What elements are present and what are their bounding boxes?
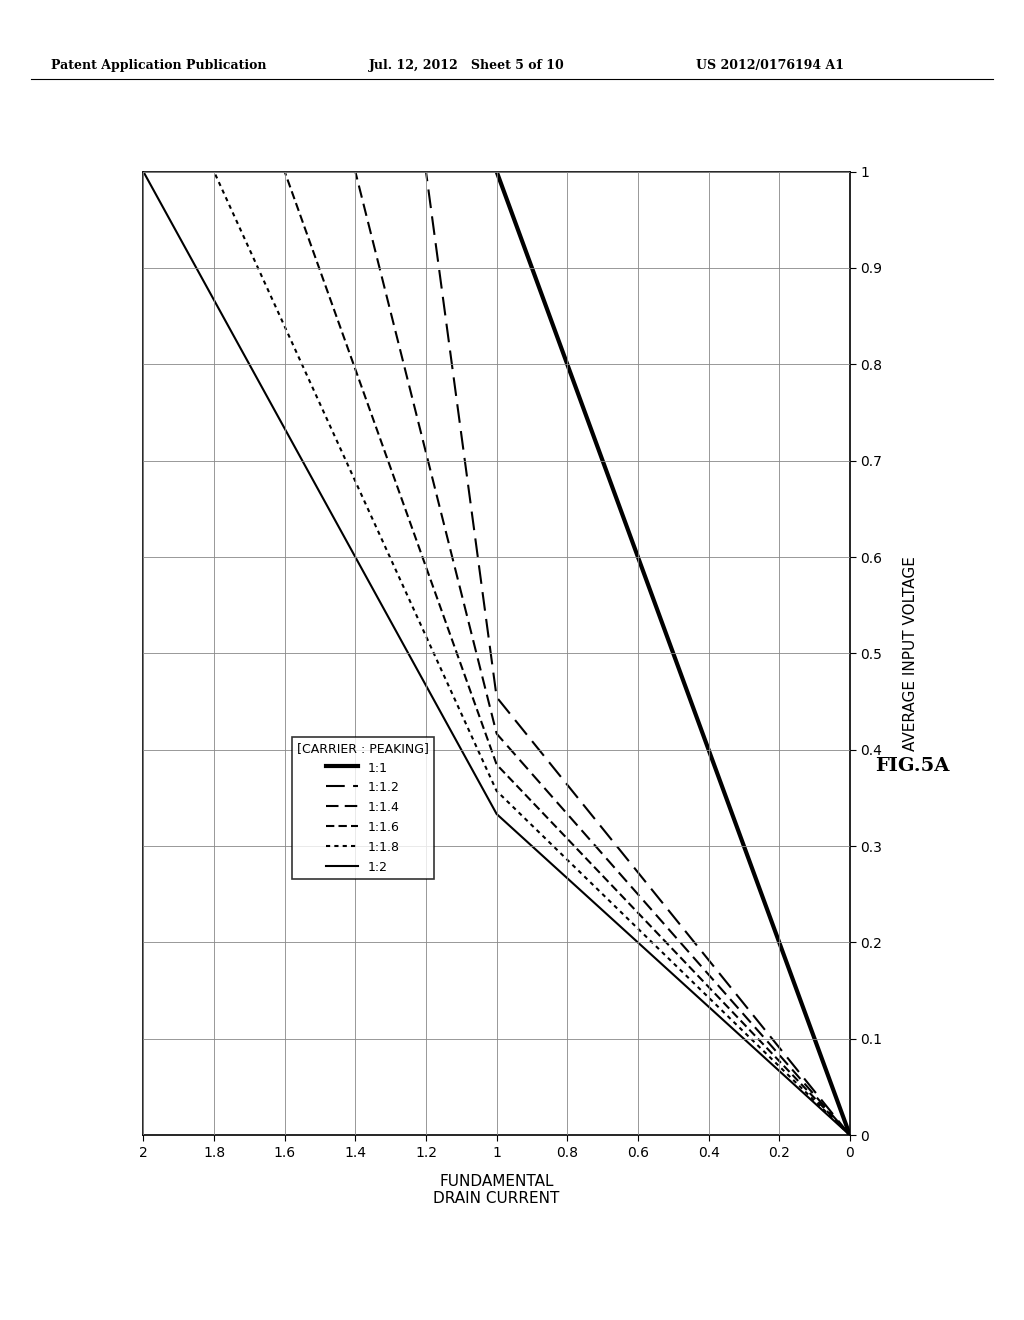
Text: Patent Application Publication: Patent Application Publication: [51, 59, 266, 73]
Text: US 2012/0176194 A1: US 2012/0176194 A1: [696, 59, 845, 73]
Text: FIG.5A: FIG.5A: [876, 756, 950, 775]
Legend: 1:1, 1:1.2, 1:1.4, 1:1.6, 1:1.8, 1:2: 1:1, 1:1.2, 1:1.4, 1:1.6, 1:1.8, 1:2: [292, 737, 434, 879]
Text: Jul. 12, 2012   Sheet 5 of 10: Jul. 12, 2012 Sheet 5 of 10: [369, 59, 564, 73]
X-axis label: FUNDAMENTAL
DRAIN CURRENT: FUNDAMENTAL DRAIN CURRENT: [433, 1173, 560, 1206]
Y-axis label: AVERAGE INPUT VOLTAGE: AVERAGE INPUT VOLTAGE: [903, 556, 919, 751]
